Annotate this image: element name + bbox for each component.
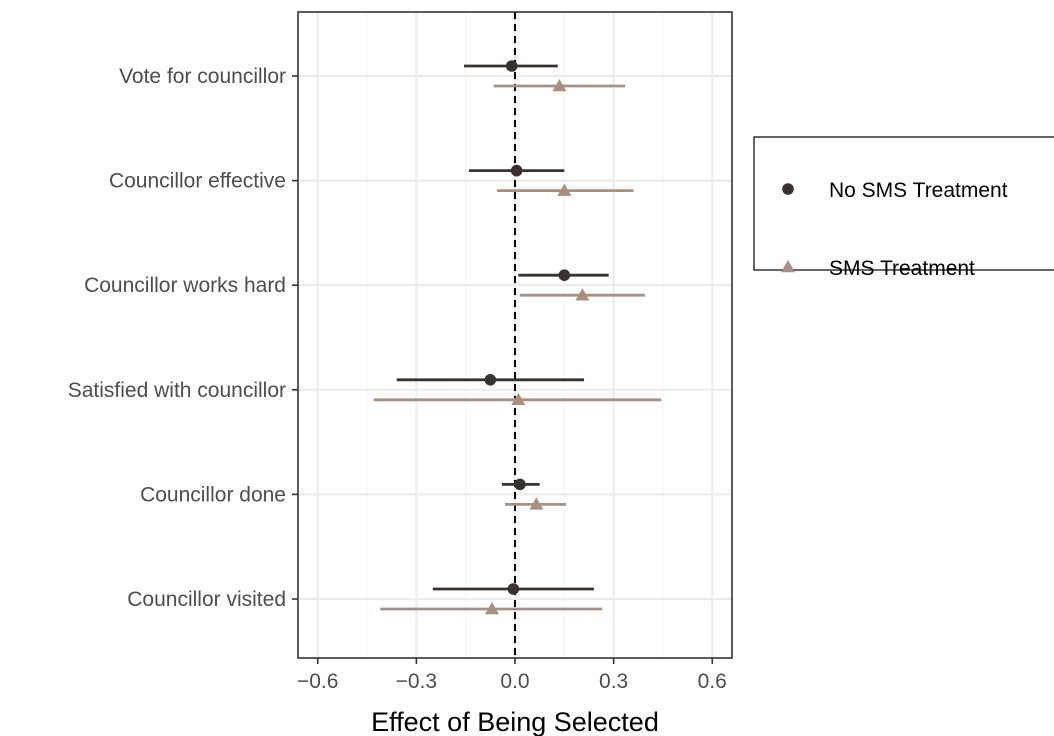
point-estimate-circle [507, 583, 520, 595]
point-estimate-circle [484, 374, 497, 386]
y-tick-label: Councillor works hard [84, 274, 286, 297]
point-estimate-triangle [575, 288, 590, 301]
point-estimate-circle [510, 164, 523, 177]
x-tick-label: 0.3 [599, 670, 628, 693]
point-estimate-circle [514, 478, 526, 491]
point-estimate-triangle [484, 602, 499, 615]
legend-box [753, 136, 1054, 271]
legend-key-circle [782, 183, 794, 195]
x-tick-label: −0.6 [297, 670, 338, 693]
point-estimate-triangle [557, 183, 572, 196]
point-estimate-triangle [511, 392, 526, 406]
legend: No SMS Treatment SMS Treatment [753, 136, 1054, 280]
point-estimate-circle [505, 60, 518, 72]
axis-layer: Vote for councillor Councillor effective C… [68, 65, 727, 693]
x-tick-label: 0.6 [698, 670, 727, 693]
point-estimate-circle [558, 269, 571, 282]
x-tick-label: −0.3 [396, 670, 437, 693]
y-tick-label: Councillor effective [109, 170, 286, 193]
legend-label: SMS Treatment [829, 257, 975, 280]
legend-label: No SMS Treatment [829, 179, 1008, 202]
point-estimate-triangle [529, 497, 544, 510]
marks-layer [373, 60, 662, 615]
y-tick-label: Satisfied with councillor [68, 379, 286, 402]
legend-items: No SMS Treatment SMS Treatment [781, 179, 1008, 280]
y-tick-label: Vote for councillor [119, 65, 286, 88]
y-tick-label: Councillor visited [127, 588, 286, 611]
y-tick-label: Councillor done [140, 483, 286, 506]
x-tick-label: 0.0 [500, 670, 529, 693]
point-estimate-triangle [552, 79, 567, 92]
x-axis-title: Effect of Being Selected [371, 707, 659, 736]
legend-key-triangle [781, 260, 795, 273]
